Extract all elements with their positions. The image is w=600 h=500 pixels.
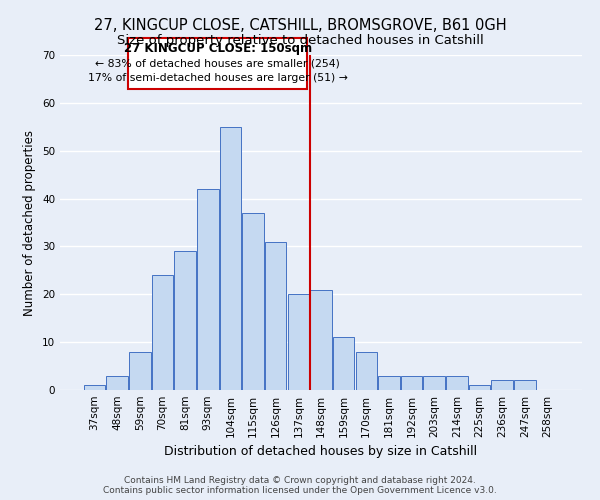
Bar <box>446 376 467 390</box>
Bar <box>152 275 173 390</box>
Text: ← 83% of detached houses are smaller (254): ← 83% of detached houses are smaller (25… <box>95 58 340 68</box>
Bar <box>401 376 422 390</box>
X-axis label: Distribution of detached houses by size in Catshill: Distribution of detached houses by size … <box>164 446 478 458</box>
Bar <box>333 338 355 390</box>
Text: Size of property relative to detached houses in Catshill: Size of property relative to detached ho… <box>116 34 484 47</box>
Bar <box>84 385 105 390</box>
Bar <box>106 376 128 390</box>
Bar <box>129 352 151 390</box>
Bar <box>469 385 490 390</box>
Bar <box>378 376 400 390</box>
Y-axis label: Number of detached properties: Number of detached properties <box>23 130 37 316</box>
Text: 27, KINGCUP CLOSE, CATSHILL, BROMSGROVE, B61 0GH: 27, KINGCUP CLOSE, CATSHILL, BROMSGROVE,… <box>94 18 506 32</box>
Bar <box>491 380 513 390</box>
Bar <box>287 294 309 390</box>
Bar <box>175 251 196 390</box>
Text: 17% of semi-detached houses are larger (51) →: 17% of semi-detached houses are larger (… <box>88 74 348 84</box>
Bar <box>424 376 445 390</box>
Bar <box>197 189 218 390</box>
Bar <box>310 290 332 390</box>
Bar <box>265 242 286 390</box>
Text: 27 KINGCUP CLOSE: 150sqm: 27 KINGCUP CLOSE: 150sqm <box>124 42 312 55</box>
Bar <box>356 352 377 390</box>
Bar <box>220 127 241 390</box>
Bar <box>514 380 536 390</box>
Bar <box>242 213 264 390</box>
FancyBboxPatch shape <box>128 38 307 88</box>
Text: Contains public sector information licensed under the Open Government Licence v3: Contains public sector information licen… <box>103 486 497 495</box>
Text: Contains HM Land Registry data © Crown copyright and database right 2024.: Contains HM Land Registry data © Crown c… <box>124 476 476 485</box>
